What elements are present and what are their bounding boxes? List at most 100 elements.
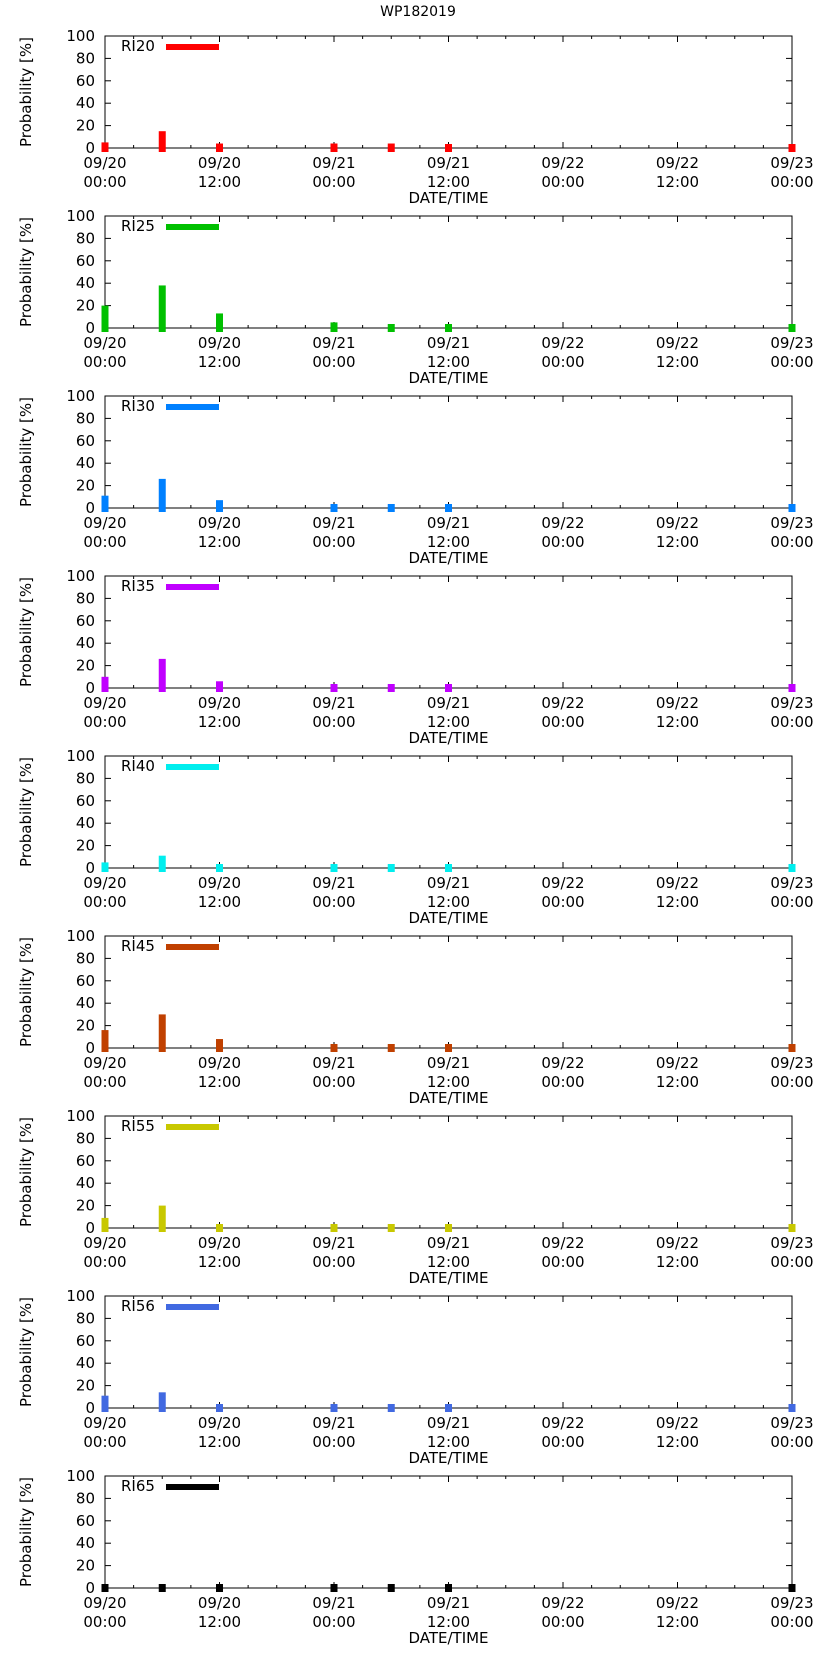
bar bbox=[445, 864, 452, 872]
legend-label: RI56 bbox=[121, 1297, 155, 1315]
bar bbox=[158, 131, 166, 152]
x-tick-date: 09/21 bbox=[312, 334, 355, 352]
y-tick-label: 100 bbox=[66, 1287, 95, 1305]
y-tick-label: 0 bbox=[85, 1399, 95, 1417]
y-tick-label: 60 bbox=[76, 252, 95, 270]
x-tick-time: 00:00 bbox=[770, 713, 813, 731]
y-axis-label: Probability [%] bbox=[17, 577, 35, 687]
bar bbox=[216, 1404, 223, 1412]
x-tick-time: 12:00 bbox=[198, 713, 241, 731]
y-tick-label: 100 bbox=[66, 1467, 95, 1485]
plot-frame bbox=[104, 755, 793, 869]
x-tick-date: 09/22 bbox=[656, 334, 699, 352]
x-tick-date: 09/20 bbox=[83, 1234, 126, 1252]
x-tick-time: 12:00 bbox=[427, 1613, 470, 1631]
y-tick-label: 80 bbox=[76, 49, 95, 67]
plot-frame bbox=[104, 395, 793, 509]
bar bbox=[788, 1044, 796, 1052]
bar bbox=[445, 1224, 452, 1232]
legend-label: RI35 bbox=[121, 577, 155, 595]
x-tick-time: 00:00 bbox=[83, 1613, 126, 1631]
legend-label: RI40 bbox=[121, 757, 155, 775]
y-tick-label: 20 bbox=[76, 657, 95, 675]
x-tick-date: 09/20 bbox=[83, 1594, 126, 1612]
bar bbox=[216, 143, 223, 152]
x-tick-time: 00:00 bbox=[312, 1433, 355, 1451]
plot-frame bbox=[104, 1475, 793, 1589]
x-tick-time: 00:00 bbox=[541, 353, 584, 371]
x-tick-time: 12:00 bbox=[427, 353, 470, 371]
bar bbox=[158, 478, 166, 512]
bar bbox=[101, 1030, 109, 1052]
bar bbox=[788, 1584, 796, 1592]
chart-panel-ri65: 02040608010009/2000:0009/2012:0009/2100:… bbox=[17, 1467, 814, 1647]
x-tick-date: 09/20 bbox=[198, 1234, 241, 1252]
x-tick-date: 09/20 bbox=[198, 334, 241, 352]
y-tick-label: 60 bbox=[76, 1512, 95, 1530]
x-tick-time: 12:00 bbox=[427, 713, 470, 731]
x-axis-label: DATE/TIME bbox=[408, 369, 488, 387]
bar bbox=[216, 500, 223, 512]
x-tick-date: 09/22 bbox=[541, 334, 584, 352]
y-tick-label: 100 bbox=[66, 1107, 95, 1125]
chart-panel-ri25: 02040608010009/2000:0009/2012:0009/2100:… bbox=[17, 207, 814, 387]
x-tick-date: 09/20 bbox=[198, 1054, 241, 1072]
bar bbox=[387, 1584, 395, 1592]
x-tick-date: 09/22 bbox=[541, 154, 584, 172]
y-tick-label: 60 bbox=[76, 72, 95, 90]
bar bbox=[216, 1039, 223, 1052]
x-tick-time: 12:00 bbox=[656, 1253, 699, 1271]
x-tick-date: 09/22 bbox=[541, 874, 584, 892]
bar bbox=[387, 1224, 395, 1232]
x-axis-label: DATE/TIME bbox=[408, 729, 488, 747]
bar bbox=[788, 1404, 796, 1412]
y-tick-label: 100 bbox=[66, 387, 95, 405]
x-tick-time: 00:00 bbox=[770, 1433, 813, 1451]
x-tick-time: 12:00 bbox=[198, 1073, 241, 1091]
bar bbox=[158, 285, 166, 332]
bar bbox=[330, 504, 338, 512]
x-tick-time: 00:00 bbox=[770, 173, 813, 191]
bar bbox=[387, 324, 395, 332]
x-axis-label: DATE/TIME bbox=[408, 1629, 488, 1647]
x-tick-time: 00:00 bbox=[83, 1253, 126, 1271]
chart-panel-ri55: 02040608010009/2000:0009/2012:0009/2100:… bbox=[17, 1107, 814, 1287]
bar bbox=[158, 1392, 166, 1412]
x-tick-time: 00:00 bbox=[770, 1253, 813, 1271]
y-tick-label: 80 bbox=[76, 229, 95, 247]
bar bbox=[216, 681, 223, 692]
x-tick-time: 00:00 bbox=[541, 713, 584, 731]
x-tick-date: 09/23 bbox=[770, 1234, 813, 1252]
x-tick-date: 09/20 bbox=[83, 514, 126, 532]
x-tick-date: 09/20 bbox=[83, 694, 126, 712]
bar bbox=[216, 313, 223, 332]
x-tick-date: 09/22 bbox=[656, 1594, 699, 1612]
bar bbox=[387, 143, 395, 152]
y-tick-label: 0 bbox=[85, 499, 95, 517]
bar bbox=[101, 142, 109, 152]
x-tick-time: 00:00 bbox=[83, 533, 126, 551]
x-tick-date: 09/20 bbox=[83, 1054, 126, 1072]
x-tick-time: 12:00 bbox=[427, 893, 470, 911]
x-tick-time: 00:00 bbox=[541, 1433, 584, 1451]
x-axis-label: DATE/TIME bbox=[408, 1449, 488, 1467]
plot-frame bbox=[104, 575, 793, 689]
bar bbox=[788, 324, 796, 332]
y-tick-label: 40 bbox=[76, 454, 95, 472]
y-tick-label: 60 bbox=[76, 612, 95, 630]
chart-panel-ri35: 02040608010009/2000:0009/2012:0009/2100:… bbox=[17, 567, 814, 747]
x-tick-time: 00:00 bbox=[770, 533, 813, 551]
x-tick-time: 00:00 bbox=[312, 893, 355, 911]
bar bbox=[330, 684, 338, 692]
bar bbox=[158, 1205, 166, 1232]
x-tick-time: 12:00 bbox=[427, 533, 470, 551]
y-axis-label: Probability [%] bbox=[17, 397, 35, 507]
x-tick-date: 09/20 bbox=[198, 1414, 241, 1432]
y-tick-label: 40 bbox=[76, 274, 95, 292]
legend-label: RI65 bbox=[121, 1477, 155, 1495]
x-tick-time: 12:00 bbox=[656, 533, 699, 551]
y-tick-label: 80 bbox=[76, 1129, 95, 1147]
y-tick-label: 20 bbox=[76, 1377, 95, 1395]
legend-label: RI25 bbox=[121, 217, 155, 235]
bar bbox=[101, 676, 109, 692]
